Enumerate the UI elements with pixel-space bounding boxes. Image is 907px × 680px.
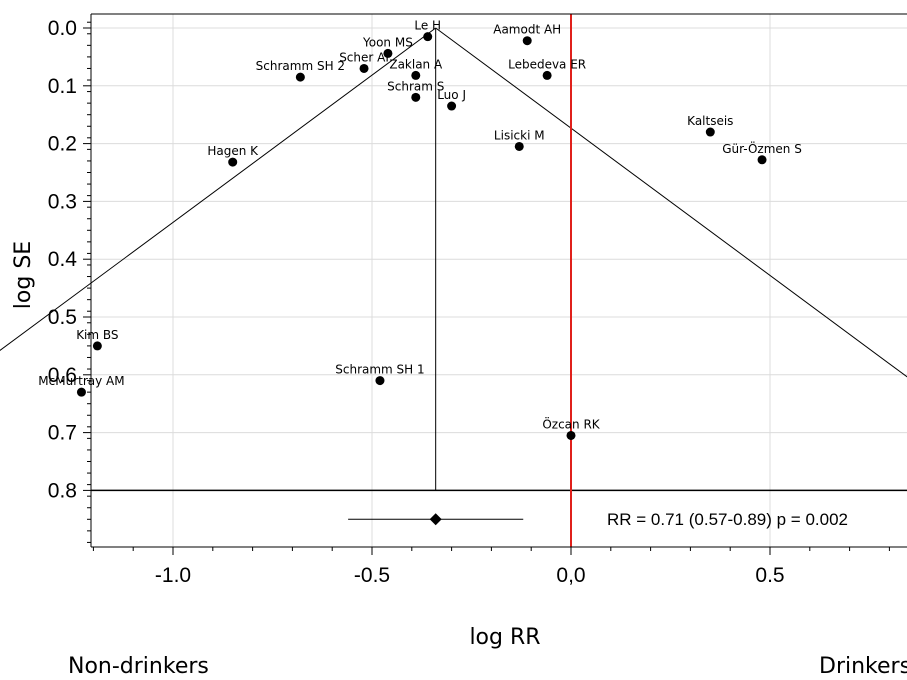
y-tick-label: 0.1 [48, 75, 77, 98]
study-point [447, 101, 457, 111]
study-point-label: Schramm SH 1 [335, 363, 424, 377]
study-point [76, 387, 86, 397]
y-axis-title: log SE [11, 241, 36, 309]
y-tick-label: 0.7 [48, 422, 77, 445]
study-point-label: Gür-Özmen S [722, 140, 802, 156]
study-point [522, 36, 532, 46]
study-point-label: Lebedeva ER [508, 57, 586, 71]
funnel-left-edge [0, 27, 436, 352]
pooled-estimate [348, 513, 524, 526]
x-tick-label: 0.5 [755, 564, 784, 587]
study-point [359, 63, 369, 73]
y-tick-label: 0.5 [48, 306, 77, 329]
study-point-label: Le H [414, 19, 441, 33]
study-point-label: Kim BS [76, 328, 118, 342]
study-point-label: Kaltseis [687, 114, 733, 128]
y-tick-label: 0.0 [48, 17, 77, 40]
study-point [566, 430, 576, 440]
x-axis-title: log RR [469, 625, 540, 650]
y-tick-label: 0.6 [48, 364, 77, 387]
funnel-right-edge [435, 27, 907, 378]
study-point [92, 341, 102, 351]
study-point-label: Hagen K [207, 144, 259, 158]
study-point-label: Schramm SH 2 [256, 59, 345, 73]
study-point [295, 72, 305, 82]
summary-statistic: RR = 0.71 (0.57-0.89) p = 0.002 [607, 510, 848, 529]
y-tick-label: 0.8 [48, 479, 77, 502]
study-point-label: Zaklan A [389, 57, 443, 71]
study-point [228, 157, 238, 167]
pooled-diamond [429, 513, 442, 526]
x-tick-label: 0,0 [556, 564, 585, 587]
study-point [411, 92, 421, 102]
study-point [423, 32, 433, 42]
funnel-layer [0, 14, 907, 547]
study-point-label: McMurtray AM [38, 374, 124, 388]
study-point-label: Lisicki M [494, 128, 545, 142]
study-point-label: Özcan RK [542, 415, 600, 431]
study-point [542, 70, 552, 80]
study-point-label: Aamodt AH [493, 23, 561, 37]
study-point-label: Yoon MS [362, 35, 413, 49]
y-tick-label: 0.4 [48, 248, 78, 271]
study-point [757, 155, 767, 165]
study-point [514, 141, 524, 151]
y-tick-label: 0.2 [48, 133, 77, 156]
study-point-label: Scher AI [339, 50, 389, 64]
y-tick-label: 0.3 [48, 190, 77, 213]
study-point [705, 127, 715, 137]
study-point [411, 70, 421, 80]
axes: -2.0-1.5-1.0-0.50,00.51.01.50.00.10.20.3… [48, 13, 907, 587]
study-point-label: Schram S [387, 79, 444, 93]
study-point-label: Luo J [437, 88, 466, 102]
study-point [383, 48, 393, 58]
x-tick-label: -1.0 [155, 564, 191, 587]
study-point [375, 376, 385, 386]
x-tick-label: -0.5 [354, 564, 390, 587]
right-side-label: Drinkers [819, 654, 907, 679]
left-side-label: Non-drinkers [68, 654, 209, 679]
